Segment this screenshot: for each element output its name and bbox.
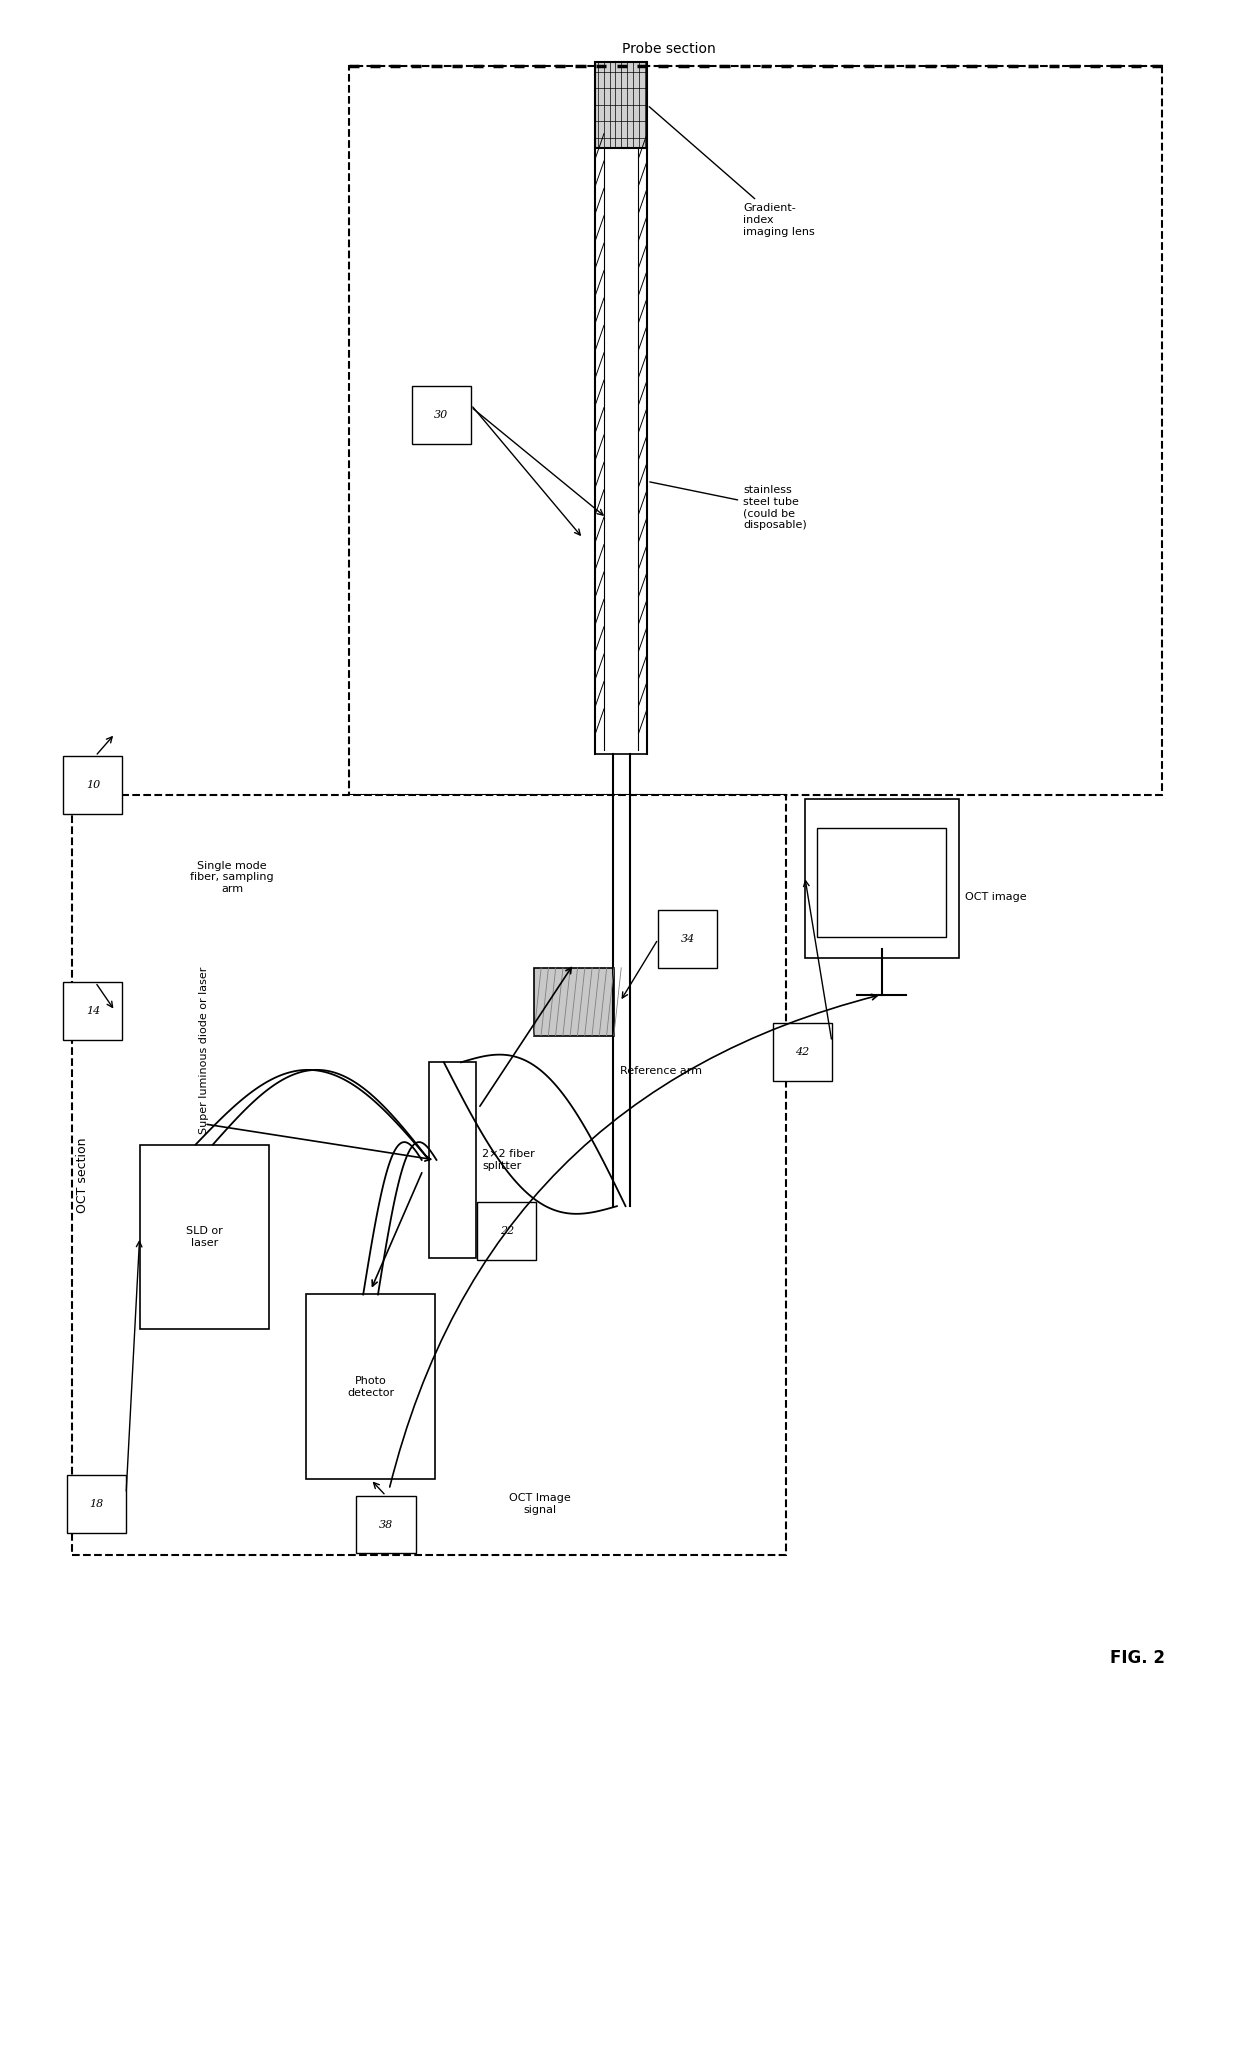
Bar	[658, 910, 717, 968]
Bar	[140, 1145, 269, 1329]
Text: 38: 38	[379, 1520, 393, 1529]
Bar	[63, 757, 123, 813]
Text: 18: 18	[89, 1500, 104, 1508]
Text: 22: 22	[500, 1225, 513, 1236]
Text: Single mode
fiber, sampling
arm: Single mode fiber, sampling arm	[190, 860, 274, 893]
Text: OCT image: OCT image	[965, 891, 1027, 902]
Text: OCT section: OCT section	[77, 1137, 89, 1213]
Bar	[412, 386, 471, 444]
Bar	[477, 1203, 536, 1260]
Bar	[348, 66, 1162, 794]
Bar	[805, 798, 959, 957]
Text: Super luminous diode or laser: Super luminous diode or laser	[200, 968, 210, 1135]
Text: 14: 14	[86, 1007, 100, 1015]
Bar	[429, 1062, 476, 1258]
Text: 34: 34	[681, 935, 694, 945]
Text: FIG. 2: FIG. 2	[1110, 1648, 1164, 1667]
Bar	[773, 1023, 832, 1081]
Text: OCT Image
signal: OCT Image signal	[510, 1494, 570, 1514]
Text: Reference arm: Reference arm	[620, 1067, 702, 1077]
Text: Gradient-
index
imaging lens: Gradient- index imaging lens	[650, 107, 815, 237]
Bar	[595, 62, 647, 149]
Text: Photo
detector: Photo detector	[347, 1376, 394, 1399]
Bar	[533, 968, 614, 1036]
Bar	[356, 1496, 415, 1553]
Text: 2×2 fiber
splitter: 2×2 fiber splitter	[482, 1149, 534, 1170]
Text: 30: 30	[434, 411, 449, 421]
Text: stainless
steel tube
(could be
disposable): stainless steel tube (could be disposabl…	[650, 483, 807, 530]
Text: 10: 10	[86, 780, 100, 790]
Text: SLD or
laser: SLD or laser	[186, 1225, 223, 1248]
Bar	[67, 1475, 126, 1533]
Bar	[306, 1294, 435, 1479]
Bar	[63, 982, 123, 1040]
Text: Probe section: Probe section	[622, 41, 717, 56]
Bar	[817, 827, 946, 937]
Text: 42: 42	[795, 1048, 810, 1056]
Bar	[72, 794, 786, 1556]
